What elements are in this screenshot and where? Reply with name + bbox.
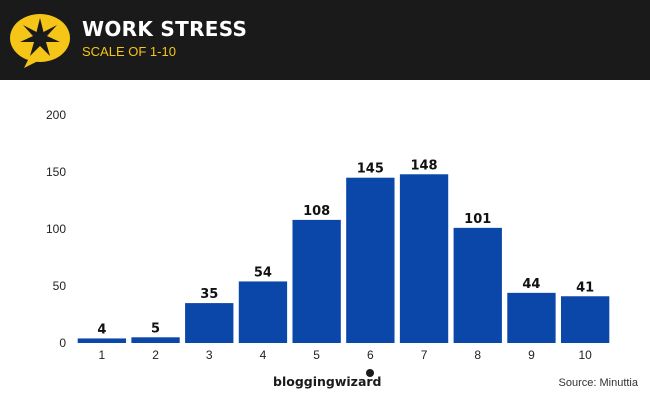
bar-value-label: 108 [303, 204, 330, 219]
bar [346, 177, 395, 343]
brand-dot-icon [366, 369, 374, 377]
y-tick-label: 50 [53, 279, 67, 293]
x-tick-label: 9 [528, 348, 535, 362]
star-burst-speech-bubble-icon [10, 14, 70, 68]
bar-value-label: 41 [576, 280, 594, 295]
brand-logo: bloggingwizard [273, 374, 382, 389]
x-axis: 1 2 3 4 5 6 7 8 9 10 [99, 348, 593, 362]
bar [131, 337, 180, 343]
x-tick-label: 1 [99, 348, 106, 362]
x-tick-label: 5 [313, 348, 320, 362]
chart-title: WORK STRESS [82, 17, 248, 41]
header-banner: WORK STRESS SCALE OF 1-10 [0, 0, 650, 80]
bar-value-label: 54 [254, 265, 272, 280]
x-tick-label: 4 [260, 348, 267, 362]
bar-value-label: 5 [151, 321, 160, 336]
bar [507, 292, 556, 343]
bar [560, 296, 610, 343]
bar-value-label: 148 [410, 158, 437, 173]
source-note: Source: Minuttia [558, 377, 638, 389]
y-axis: 0 50 100 150 200 [46, 108, 66, 350]
bar [238, 281, 288, 343]
bar [185, 303, 234, 343]
chart-subtitle: SCALE OF 1-10 [82, 44, 176, 59]
x-tick-label: 7 [421, 348, 428, 362]
bar-value-label: 4 [97, 322, 106, 337]
x-tick-label: 3 [206, 348, 213, 362]
bar-series: 4 5 35 54 108 145 148 101 44 41 [77, 158, 610, 343]
y-tick-label: 100 [46, 222, 66, 236]
bar-value-label: 101 [464, 212, 491, 227]
x-tick-label: 8 [474, 348, 481, 362]
x-tick-label: 10 [578, 348, 592, 362]
bar-value-label: 44 [522, 277, 540, 292]
x-tick-label: 6 [367, 348, 374, 362]
y-tick-label: 150 [46, 165, 66, 179]
y-tick-label: 0 [59, 336, 66, 350]
bar [453, 227, 502, 343]
y-tick-label: 200 [46, 108, 66, 122]
bar-value-label: 35 [200, 287, 218, 302]
x-tick-label: 2 [152, 348, 159, 362]
bar [292, 219, 341, 343]
bar [399, 174, 449, 343]
bar [77, 338, 127, 343]
bar-value-label: 145 [357, 162, 384, 177]
